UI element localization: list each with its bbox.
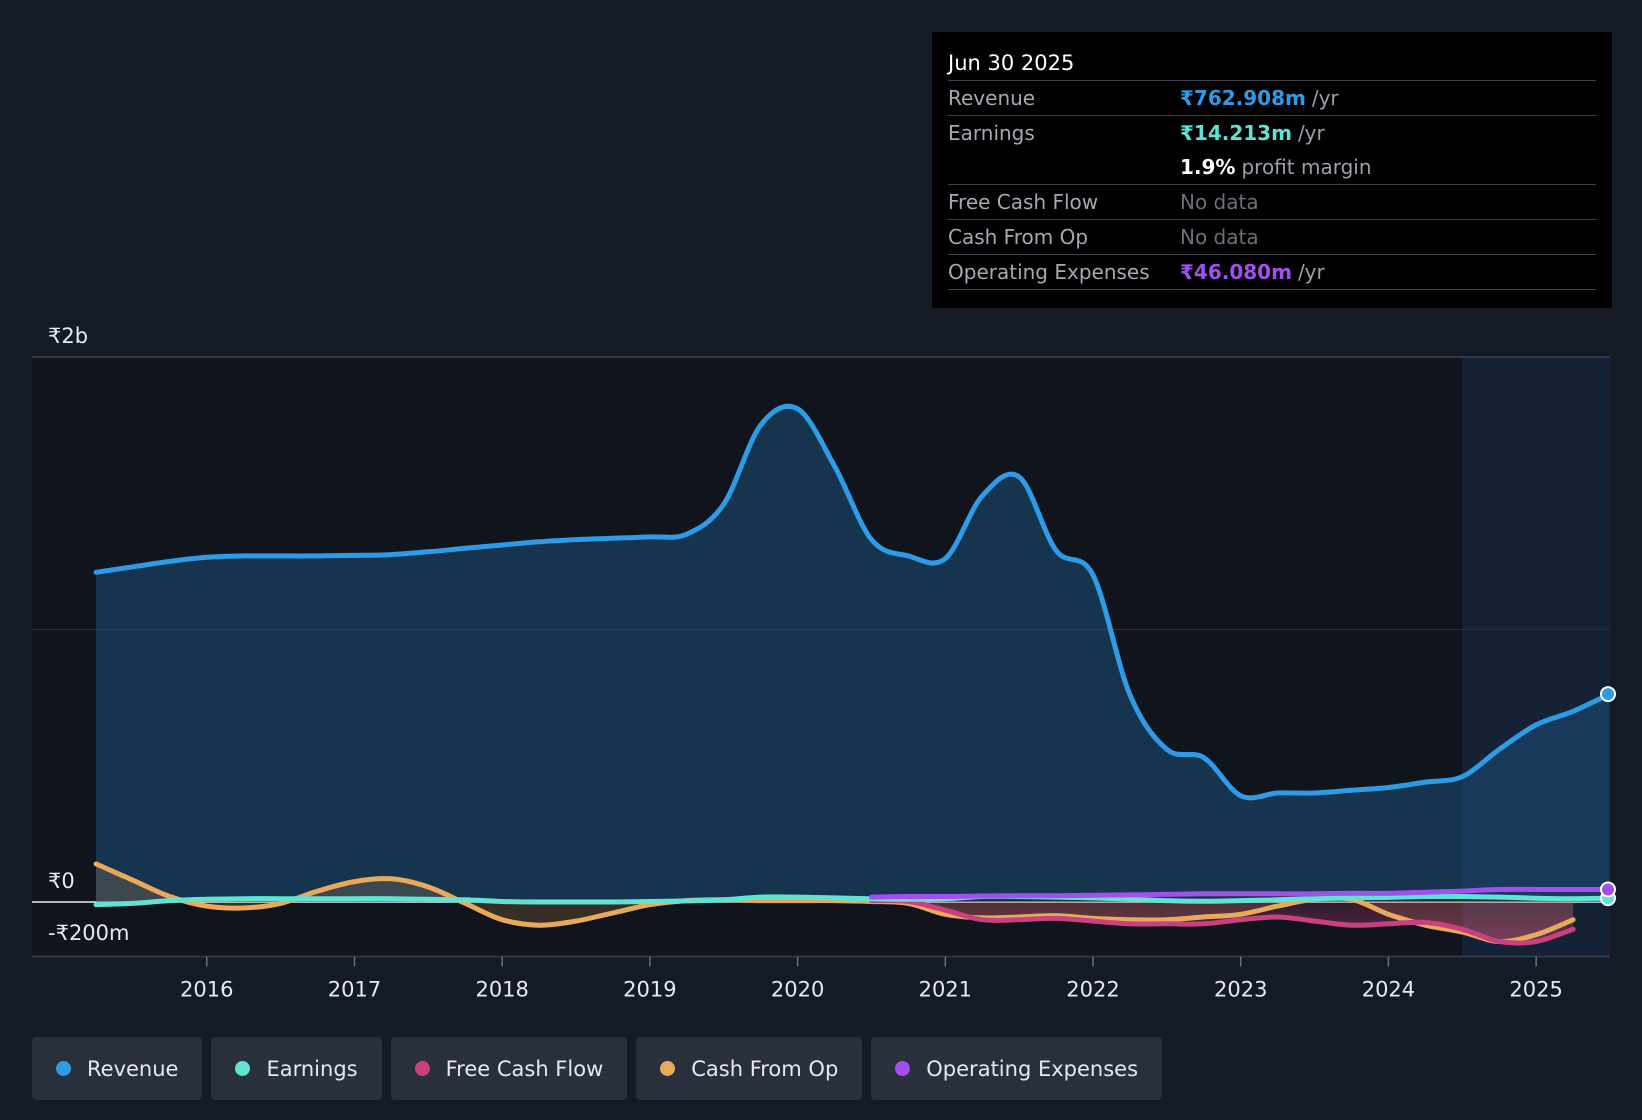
tooltip-row-earnings: Earnings ₹14.213m/yr [948, 116, 1596, 150]
earnings-line [93, 893, 1613, 908]
legend-dot-icon [660, 1061, 676, 1076]
tooltip-label: Earnings [948, 121, 1035, 145]
x-tick-label: 2024 [1362, 978, 1415, 1002]
tooltip-value: ₹14.213m [1180, 121, 1292, 145]
x-tick-label: 2020 [771, 978, 824, 1002]
tooltip-value: ₹46.080m [1180, 260, 1292, 284]
revenue-line [93, 403, 1613, 801]
legend-dot-icon [56, 1061, 71, 1076]
tooltip-row-cash-from-op: Cash From Op No data [948, 220, 1596, 255]
free-cash-flow-line [869, 898, 1576, 946]
tooltip-row-free-cash-flow: Free Cash Flow No data [948, 185, 1596, 220]
legend-label: Revenue [87, 1056, 179, 1081]
tooltip-panel: Jun 30 2025 Revenue ₹762.908m/yr Earning… [932, 32, 1612, 308]
tooltip-unit: /yr [1297, 260, 1325, 284]
tooltip-label: Revenue [948, 86, 1036, 110]
tooltip-row-margin: 1.9% profit margin [948, 150, 1596, 185]
tooltip-value: 1.9% [1180, 155, 1236, 179]
x-tick-label: 2017 [328, 978, 381, 1002]
y-tick-label: ₹2b [48, 324, 88, 348]
tooltip-unit: /yr [1311, 86, 1339, 110]
legend-item-operating-expenses[interactable]: Operating Expenses [871, 1037, 1163, 1100]
legend-item-revenue[interactable]: Revenue [32, 1037, 203, 1100]
tooltip-unit: /yr [1297, 121, 1325, 145]
legend-label: Free Cash Flow [445, 1056, 604, 1081]
x-tick-label: 2018 [475, 978, 528, 1002]
y-tick-label: -₹200m [48, 921, 129, 945]
legend-label: Earnings [266, 1056, 358, 1081]
legend-dot-icon [235, 1061, 251, 1076]
revenue-end-marker [1600, 686, 1616, 703]
tooltip-label: Cash From Op [948, 225, 1089, 249]
operating-expenses-end-marker [1600, 881, 1616, 898]
chart-legend: Revenue Earnings Free Cash Flow Cash Fro… [32, 1037, 1163, 1100]
tooltip-label [948, 150, 1180, 184]
tooltip-date: Jun 30 2025 [948, 46, 1596, 81]
legend-label: Cash From Op [691, 1056, 839, 1081]
legend-item-cash-from-op[interactable]: Cash From Op [636, 1037, 863, 1100]
legend-label: Operating Expenses [926, 1056, 1139, 1081]
x-tick-label: 2016 [180, 978, 233, 1002]
x-tick-label: 2019 [623, 978, 676, 1002]
tooltip-label: Operating Expenses [948, 260, 1150, 284]
tooltip-row-operating-expenses: Operating Expenses ₹46.080m/yr [948, 255, 1596, 290]
tooltip-value: No data [1180, 190, 1259, 214]
y-tick-label: ₹0 [48, 869, 75, 893]
tooltip-value: No data [1180, 225, 1259, 249]
revenue-area [96, 406, 1610, 902]
tooltip-value: ₹762.908m [1180, 86, 1306, 110]
legend-item-free-cash-flow[interactable]: Free Cash Flow [390, 1037, 628, 1100]
x-tick-label: 2022 [1066, 978, 1119, 1002]
legend-dot-icon [895, 1061, 911, 1076]
x-tick-label: 2023 [1214, 978, 1267, 1002]
legend-item-earnings[interactable]: Earnings [211, 1037, 382, 1100]
operating-expenses-line [869, 886, 1613, 900]
x-tick-label: 2025 [1509, 978, 1562, 1002]
tooltip-row-revenue: Revenue ₹762.908m/yr [948, 81, 1596, 116]
tooltip-label: Free Cash Flow [948, 190, 1099, 214]
tooltip-unit: profit margin [1241, 155, 1372, 179]
legend-dot-icon [414, 1061, 430, 1076]
x-tick-label: 2021 [919, 978, 972, 1002]
